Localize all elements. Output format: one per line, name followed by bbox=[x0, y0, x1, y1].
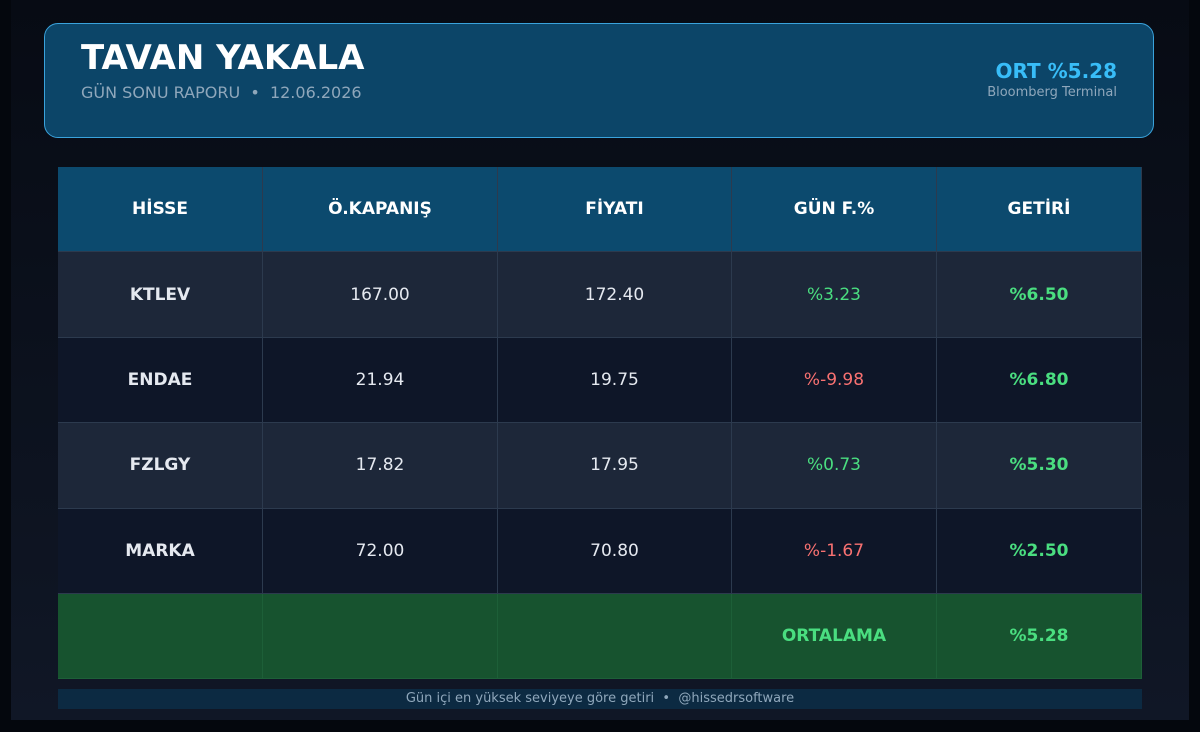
column-header: GÜN F.% bbox=[732, 167, 937, 253]
subtitle: GÜN SONU RAPORU • 12.06.2026 bbox=[81, 83, 362, 102]
table-cell: %-9.98 bbox=[732, 337, 937, 424]
summary-value: %5.28 bbox=[937, 593, 1142, 680]
table-cell: %6.50 bbox=[937, 252, 1142, 338]
summary-empty-cell bbox=[58, 593, 263, 680]
table-cell: 70.80 bbox=[498, 508, 732, 594]
table-cell: FZLGY bbox=[58, 423, 263, 509]
table-cell: %6.80 bbox=[937, 337, 1142, 424]
table-cell: %3.23 bbox=[732, 252, 937, 338]
table-cell: 17.82 bbox=[263, 423, 498, 509]
source: Bloomberg Terminal bbox=[987, 85, 1117, 100]
column-header: GETİRİ bbox=[937, 167, 1142, 253]
footer-note: Gün içi en yüksek seviyeye göre getiri •… bbox=[58, 689, 1142, 709]
title: TAVAN YAKALA bbox=[81, 38, 365, 78]
average: ORT %5.28 bbox=[995, 59, 1118, 83]
summary-label: ORTALAMA bbox=[732, 593, 937, 680]
header: TAVAN YAKALA GÜN SONU RAPORU • 12.06.202… bbox=[44, 23, 1154, 138]
table-cell: 72.00 bbox=[263, 508, 498, 594]
column-header: Ö.KAPANIŞ bbox=[263, 167, 498, 253]
table-cell: 21.94 bbox=[263, 337, 498, 424]
table-cell: %0.73 bbox=[732, 423, 937, 509]
summary-empty-cell bbox=[263, 593, 498, 680]
table-cell: KTLEV bbox=[58, 252, 263, 338]
table-cell: ENDAE bbox=[58, 337, 263, 424]
table-cell: 172.40 bbox=[498, 252, 732, 338]
table-cell: %5.30 bbox=[937, 423, 1142, 509]
summary-empty-cell bbox=[498, 593, 732, 680]
table-cell: MARKA bbox=[58, 508, 263, 594]
column-header: HİSSE bbox=[58, 167, 263, 253]
table: HİSSE Ö.KAPANIŞ FİYATI GÜN F.% GETİRİ KTLEV 16… bbox=[58, 167, 1142, 680]
table-cell: 17.95 bbox=[498, 423, 732, 509]
table-cell: 167.00 bbox=[263, 252, 498, 338]
table-cell: %-1.67 bbox=[732, 508, 937, 594]
table-cell: %2.50 bbox=[937, 508, 1142, 594]
column-header: FİYATI bbox=[498, 167, 732, 253]
table-cell: 19.75 bbox=[498, 337, 732, 424]
